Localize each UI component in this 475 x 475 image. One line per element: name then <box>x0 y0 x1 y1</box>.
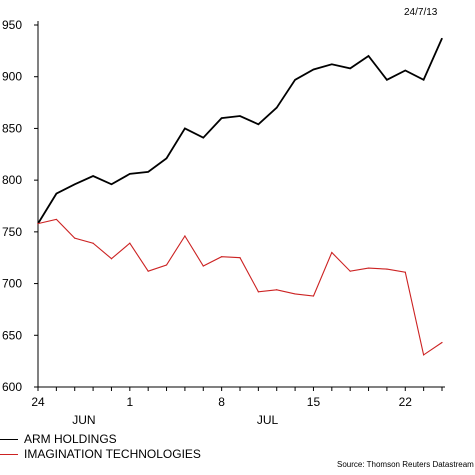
series-line-arm-holdings <box>37 38 443 225</box>
data-point <box>184 235 186 237</box>
data-point <box>404 69 406 72</box>
series-lines <box>37 37 443 356</box>
y-axis-ticks: 600 650 700 750 800 850 900 950 <box>2 18 38 394</box>
legend-swatch-arm-holdings <box>0 438 18 440</box>
data-point <box>221 256 223 258</box>
data-point <box>441 37 443 40</box>
data-point <box>147 171 149 173</box>
x-axis-ticks: 24 1 8 15 22 JUN JUL <box>31 387 443 427</box>
y-tick-label: 800 <box>2 173 22 187</box>
data-point <box>165 157 168 160</box>
data-point <box>202 137 204 139</box>
data-point <box>147 270 149 272</box>
data-point <box>74 183 76 185</box>
data-point <box>129 242 131 244</box>
data-point <box>386 79 388 81</box>
data-point <box>294 293 296 295</box>
data-point <box>165 264 168 266</box>
y-tick-label: 750 <box>2 225 22 239</box>
data-point <box>294 79 296 81</box>
data-point <box>423 79 425 81</box>
chart-axes <box>37 21 445 388</box>
data-point <box>423 354 425 356</box>
data-point <box>367 267 370 269</box>
data-point <box>110 258 113 260</box>
data-point <box>55 218 57 221</box>
data-point <box>257 291 259 293</box>
data-point <box>367 55 370 57</box>
date-label: 24/7/13 <box>404 7 438 18</box>
data-point <box>202 265 204 267</box>
y-tick-label: 850 <box>2 121 22 135</box>
data-point <box>276 107 278 109</box>
data-point <box>239 115 241 117</box>
series-line-imagination-technologies <box>37 218 443 356</box>
y-tick-label: 900 <box>2 70 22 84</box>
data-point <box>239 257 241 259</box>
data-point <box>92 175 94 177</box>
x-tick-label: 24 <box>31 395 45 409</box>
data-point <box>404 271 406 273</box>
x-tick-label: 8 <box>218 395 225 409</box>
x-tick-label: 1 <box>126 395 133 409</box>
y-tick-label: 700 <box>2 277 22 291</box>
legend-label-imagination-technologies: IMAGINATION TECHNOLOGIES <box>24 447 201 461</box>
y-tick-label: 600 <box>2 380 22 394</box>
x-month-label: JUL <box>257 413 279 427</box>
data-point <box>312 68 315 71</box>
data-point <box>110 183 113 185</box>
data-point <box>441 341 443 344</box>
data-point <box>276 289 278 291</box>
data-point <box>37 222 39 225</box>
source-note: Source: Thomson Reuters Datastream <box>337 460 474 469</box>
data-point <box>74 237 76 239</box>
x-tick-label: 22 <box>399 395 413 409</box>
data-point <box>331 63 333 65</box>
x-month-label: JUN <box>72 413 95 427</box>
legend-swatch-imagination-technologies <box>0 453 18 455</box>
data-point <box>92 242 94 244</box>
y-tick-label: 650 <box>2 328 22 342</box>
data-point <box>184 127 186 130</box>
data-point <box>349 270 351 272</box>
data-point <box>349 67 351 70</box>
legend-label-arm-holdings: ARM HOLDINGS <box>24 432 117 446</box>
legend-item-arm-holdings: ARM HOLDINGS <box>0 432 117 446</box>
data-point <box>257 123 259 125</box>
data-point <box>221 117 223 119</box>
legend-item-imagination-technologies: IMAGINATION TECHNOLOGIES <box>0 447 201 461</box>
data-point <box>55 192 57 195</box>
data-point <box>129 173 131 175</box>
data-point <box>312 295 315 297</box>
data-point <box>386 268 388 270</box>
y-tick-label: 950 <box>2 18 22 32</box>
x-tick-label: 15 <box>307 395 321 409</box>
data-point <box>331 251 333 254</box>
